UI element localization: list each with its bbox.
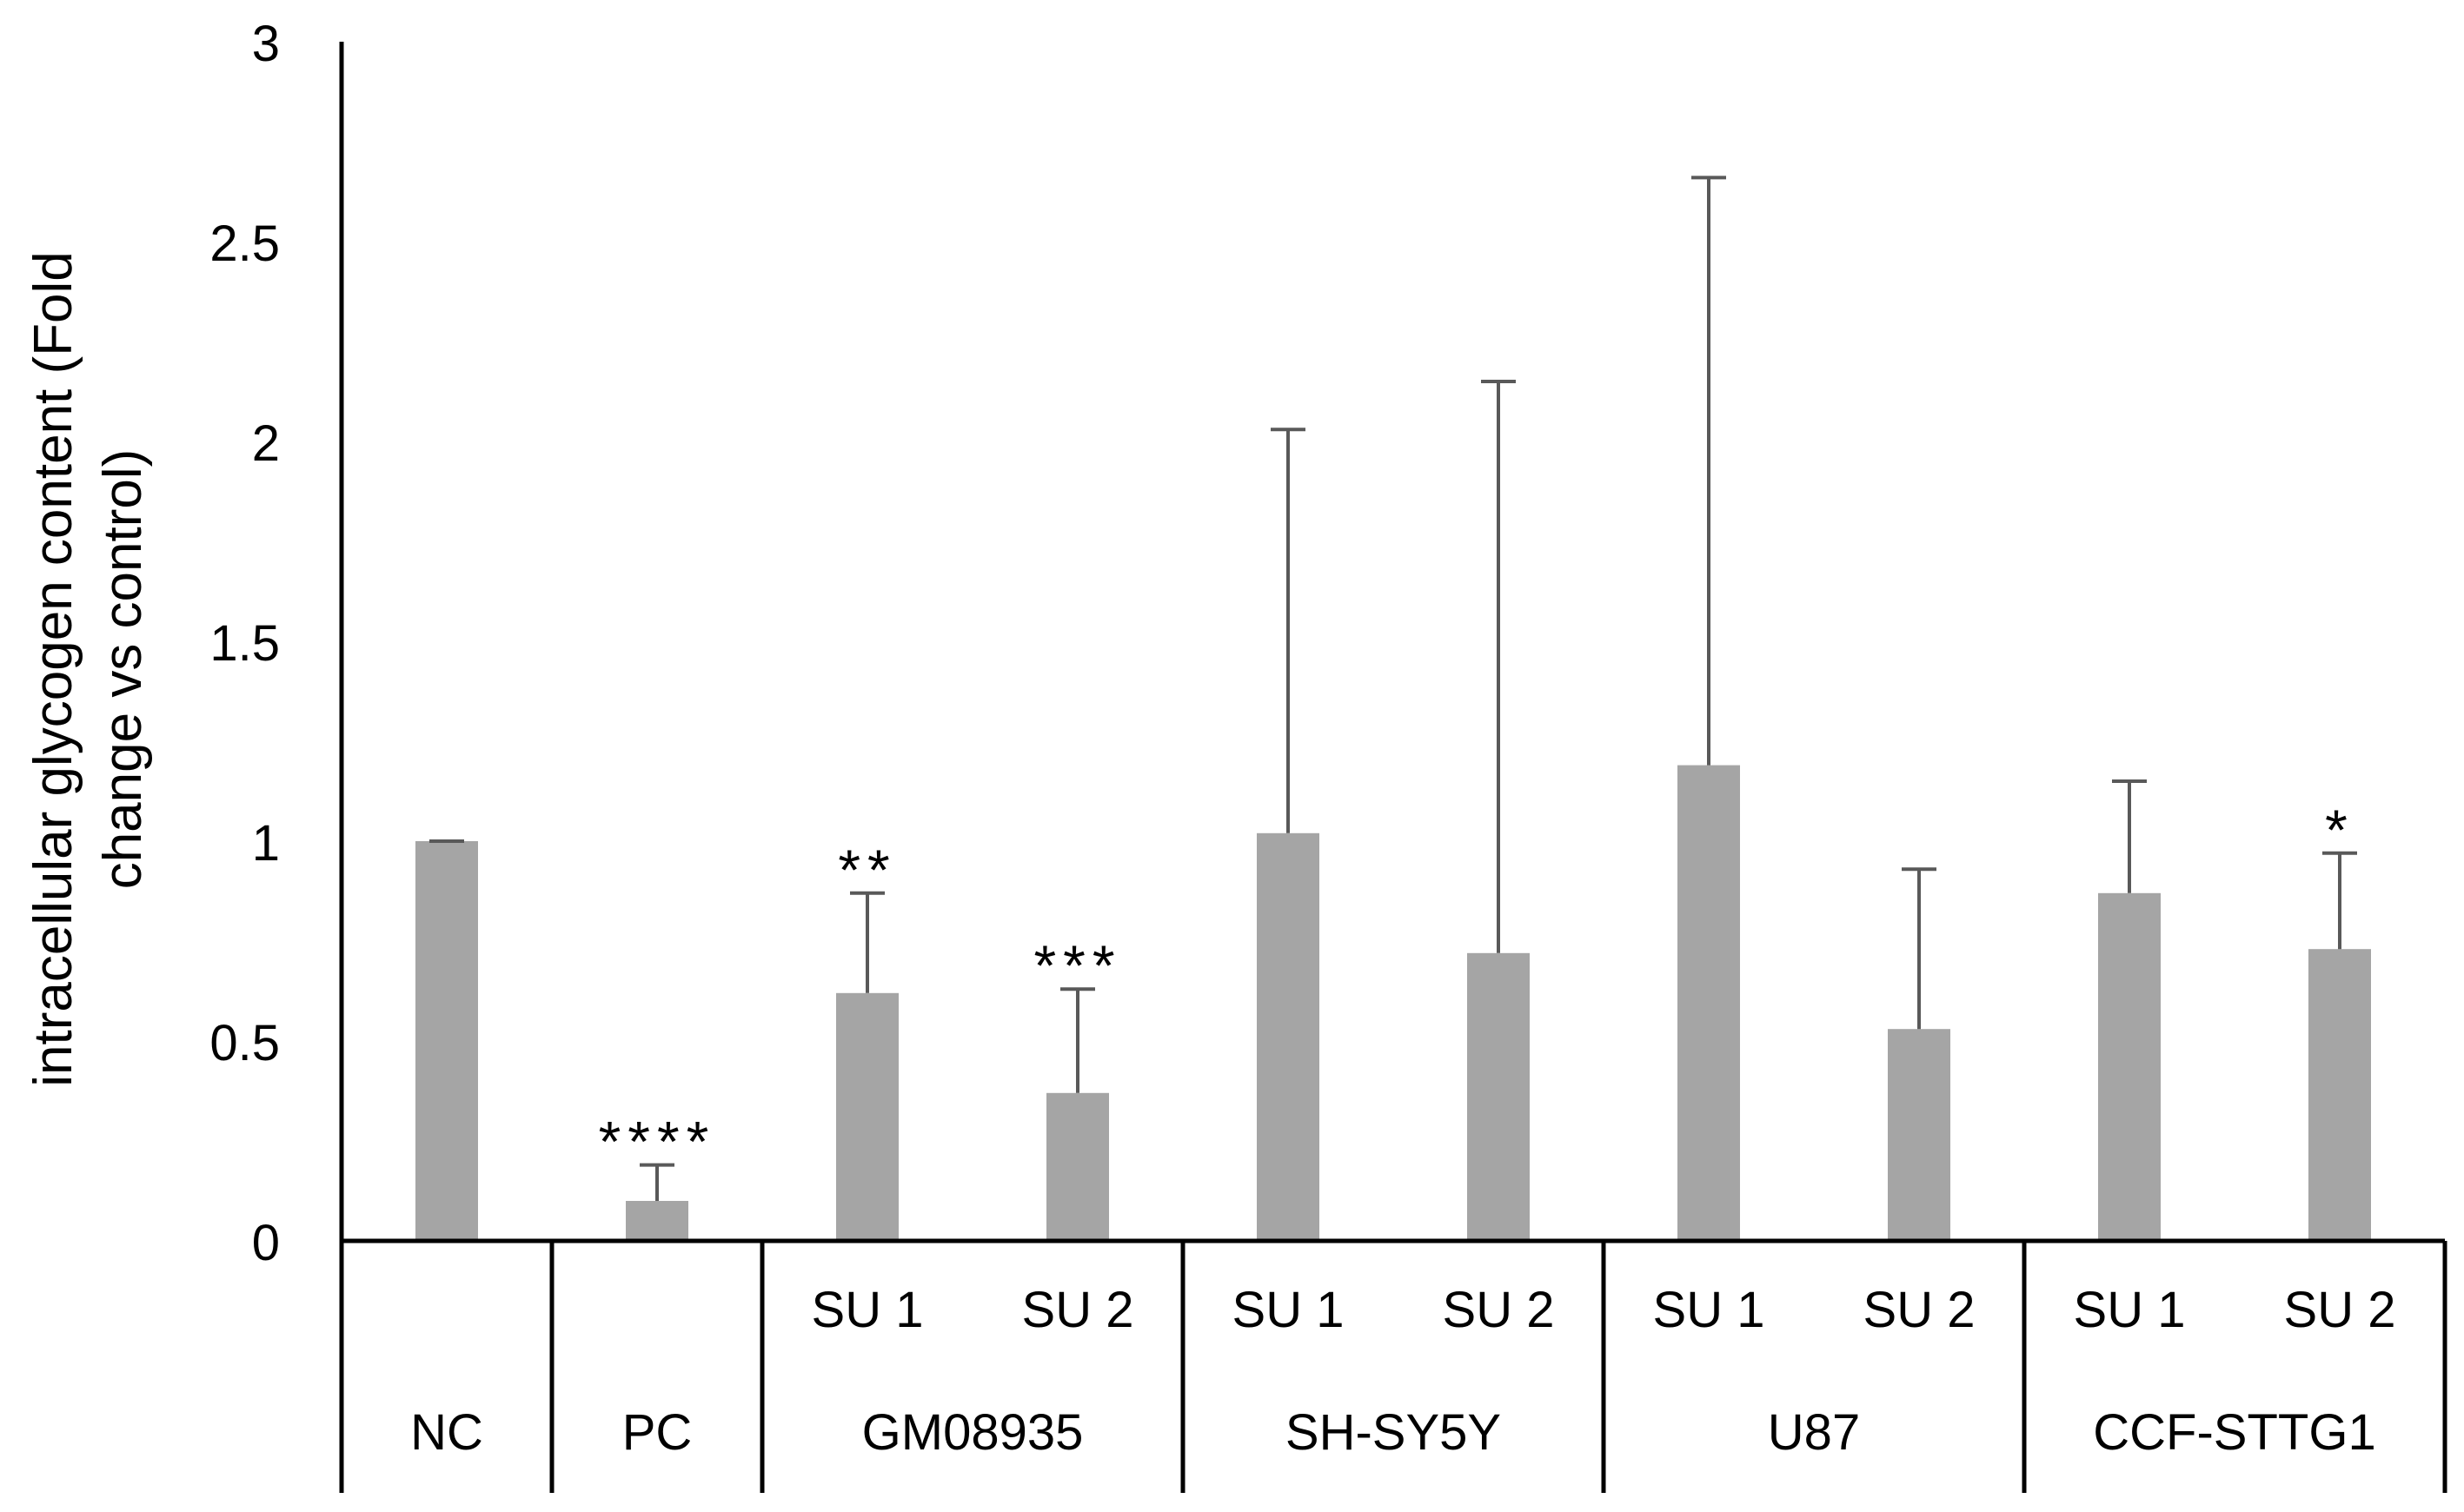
bar bbox=[1467, 952, 1530, 1241]
bar bbox=[2308, 949, 2371, 1241]
bar bbox=[1888, 1029, 1950, 1241]
y-tick-label: 2 bbox=[252, 415, 280, 472]
sub-category-label: SU 2 bbox=[1443, 1282, 1555, 1338]
bar bbox=[626, 1201, 688, 1241]
group-label: PC bbox=[622, 1404, 693, 1461]
y-tick-label: 0.5 bbox=[209, 1015, 280, 1071]
bar bbox=[836, 992, 899, 1241]
y-axis-ticks: 0 0.5 1 1.5 2 2.5 3 bbox=[209, 16, 280, 1271]
bar bbox=[1677, 765, 1740, 1241]
sub-category-label: SU 2 bbox=[1863, 1282, 1976, 1338]
bar bbox=[1257, 832, 1319, 1241]
sub-category-label: SU 2 bbox=[1022, 1282, 1134, 1338]
sub-category-label: SU 1 bbox=[1232, 1282, 1345, 1338]
sub-category-label: SU 2 bbox=[2284, 1282, 2396, 1338]
y-tick-label: 1.5 bbox=[209, 615, 280, 672]
y-axis-label-line-2: change vs control) bbox=[93, 449, 153, 890]
group-label: GM08935 bbox=[862, 1404, 1084, 1461]
y-tick-label: 3 bbox=[252, 16, 280, 72]
bar bbox=[1046, 1092, 1109, 1241]
sub-category-label: SU 1 bbox=[1653, 1282, 1765, 1338]
sub-category-label: SU 1 bbox=[2074, 1282, 2186, 1338]
sub-category-label: SU 1 bbox=[812, 1282, 924, 1338]
significance-marker: *** bbox=[1033, 933, 1121, 998]
bar bbox=[415, 841, 478, 1241]
group-label: SH-SY5Y bbox=[1285, 1404, 1501, 1461]
significance-marker: **** bbox=[599, 1110, 716, 1174]
bars: ********** bbox=[415, 176, 2371, 1241]
significance-marker: ** bbox=[838, 838, 896, 902]
group-label: U87 bbox=[1768, 1404, 1860, 1461]
significance-marker: * bbox=[2325, 798, 2354, 862]
bar bbox=[2098, 892, 2161, 1241]
y-tick-label: 2.5 bbox=[209, 216, 280, 272]
group-label: NC bbox=[410, 1404, 483, 1461]
axes bbox=[339, 42, 2447, 1493]
y-axis-label-line-1: intracellular glycogen content (Fold bbox=[23, 251, 83, 1087]
category-labels: NC PC SU 1 SU 2 GM08935 SU 1 SU 2 SH-SY5Y SU 1 SU… bbox=[410, 1282, 2395, 1461]
group-label: CCF-STTG1 bbox=[2093, 1404, 2375, 1461]
y-tick-label: 0 bbox=[252, 1215, 280, 1271]
y-tick-label: 1 bbox=[252, 815, 280, 872]
